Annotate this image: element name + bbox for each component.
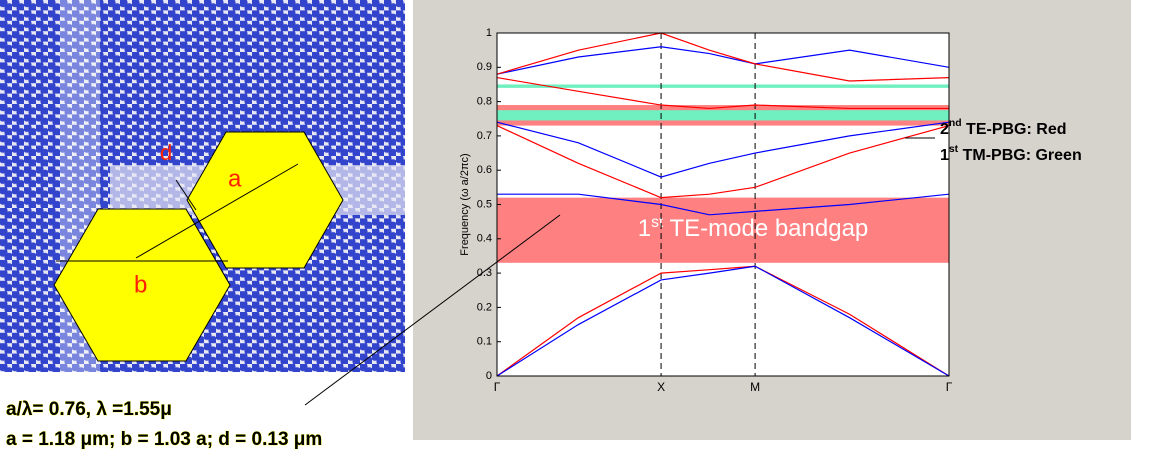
label-part: TE-mode bandgap (663, 216, 868, 243)
y-tick-label: 0.8 (477, 96, 492, 108)
y-tick-label: 0.2 (477, 301, 492, 313)
label-d: d (160, 140, 172, 165)
y-tick-label: 0.3 (477, 267, 492, 279)
x-tick-label: M (750, 380, 760, 394)
y-tick-label: 0.6 (477, 164, 492, 176)
label-part: TE-PBG: Red (962, 121, 1067, 138)
y-tick-label: 0.5 (477, 198, 492, 210)
note: a/λ= 0.76, λ =1.55μ (6, 399, 172, 420)
bandgap-label: 1st TE-mode bandgap (638, 214, 869, 242)
x-tick-label: Γ (494, 380, 501, 394)
annotation: 1st TM-PBG: Green (940, 144, 1082, 164)
x-tick-label: X (657, 380, 665, 394)
plot: 1st TE-mode bandgap00.10.20.30.40.50.60.… (459, 27, 953, 394)
label-sup: nd (949, 118, 962, 129)
y-tick-label: 0.7 (477, 130, 492, 142)
label-part: 1 (638, 216, 651, 243)
figure: a b d 1st TE-mode bandgap00.10.20.30.40.… (0, 0, 1159, 461)
y-tick-label: 0.4 (477, 233, 492, 245)
x-tick-label: Γ (946, 380, 953, 394)
bandgap (497, 84, 949, 87)
bandgap (497, 110, 949, 120)
label-b: b (134, 271, 147, 298)
y-tick-label: 1 (486, 27, 492, 39)
label-part: 2 (940, 121, 949, 138)
note: a = 1.18 μm; b = 1.03 a; d = 0.13 μm (6, 429, 322, 450)
y-tick-label: 0.1 (477, 336, 492, 348)
label-part: 1 (940, 147, 949, 164)
y-tick-label: 0.9 (477, 61, 492, 73)
page: {"chart_data":{"type":"line","y_label":"… (0, 0, 1159, 461)
label-part: TM-PBG: Green (958, 147, 1082, 164)
label-sup: st (651, 214, 664, 231)
y-tick-label: 0 (486, 370, 492, 382)
y-axis-label: Frequency (ω a/2πc) (459, 153, 471, 255)
label-a: a (228, 165, 242, 192)
